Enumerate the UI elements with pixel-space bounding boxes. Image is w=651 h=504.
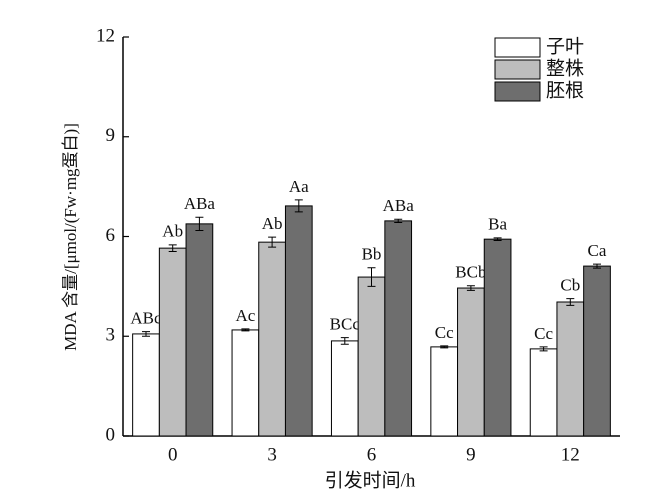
error-bar [539,346,548,352]
bar [330,340,359,437]
legend-label: 整株 [546,57,584,79]
bar [258,241,286,437]
legend-swatch [494,81,541,102]
significance-label: ABa [383,196,415,215]
x-tick-label: 3 [267,444,277,465]
bar [583,265,611,437]
bar [556,301,585,437]
y-axis-label: MDA 含量/[μmol/(Fw·mg蛋白)] [61,123,80,351]
bar [384,220,413,437]
bar [158,247,187,437]
bar [357,276,386,437]
error-bar [294,199,303,213]
significance-label: Aa [289,177,309,196]
legend-label: 胚根 [546,79,584,101]
x-tick-label: 6 [367,444,377,465]
y-tick-label: 0 [106,424,116,445]
significance-label: BCb [455,263,486,282]
legend-swatch [494,59,541,80]
error-bar [241,328,250,332]
bar [284,205,313,437]
y-tick-label: 3 [106,325,116,346]
legend-label: 子叶 [546,35,584,57]
y-tick-label: 12 [96,25,115,46]
bar [132,333,160,437]
x-tick-label: 9 [466,444,476,465]
y-tick-label: 9 [106,125,116,146]
significance-label: Cb [560,276,580,295]
x-tick-label: 12 [561,444,580,465]
error-bar [493,237,502,241]
significance-label: Ba [488,215,507,234]
bar [430,346,459,437]
x-axis-label: 引发时间/h [325,469,416,491]
bar [529,348,558,437]
x-tick-label: 0 [168,444,178,465]
y-tick-label: 6 [106,225,116,246]
significance-label: Cc [534,324,553,343]
significance-label: Ac [235,306,255,325]
error-bar [394,218,403,224]
legend-swatch [494,37,541,58]
error-bar [466,285,475,291]
bar [457,287,485,437]
error-bar [566,298,575,306]
error-bar [168,244,177,252]
bar [185,223,214,437]
error-bar [268,236,277,248]
error-bar [142,331,150,337]
significance-label: Ab [162,222,183,241]
significance-label: Cc [435,323,454,342]
error-bar [367,267,376,287]
significance-label: BCc [330,314,361,333]
significance-label: ABc [130,309,162,328]
error-bar [195,216,204,232]
error-bar [440,345,449,349]
significance-label: Ca [588,241,607,260]
bar [231,329,260,437]
error-bar [593,263,601,269]
error-bar [340,337,349,345]
significance-label: Bb [362,245,382,264]
bar [483,238,512,437]
significance-label: Ab [262,214,283,233]
significance-label: ABa [184,194,216,213]
